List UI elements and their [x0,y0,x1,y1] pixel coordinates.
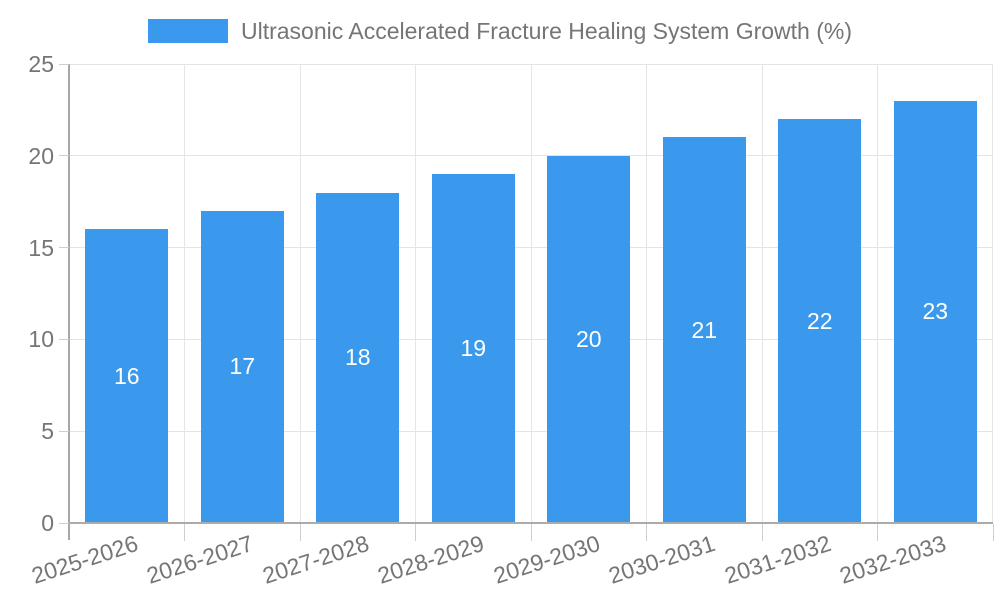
y-tick-mark [59,338,69,340]
x-tick-mark [415,524,416,541]
x-tick-label: 2026-2027 [143,530,257,589]
x-tick-mark [299,524,301,541]
legend-swatch[interactable] [148,19,228,43]
bar-value-label: 16 [113,362,140,389]
x-tick-mark [530,524,532,541]
v-gridline [761,64,763,523]
v-gridline [877,64,878,523]
y-tick-label: 25 [28,51,54,77]
plot-area: 16 17 18 19 20 21 22 23 [69,63,993,523]
x-tick-mark [646,524,647,541]
bar-value-label: 17 [229,353,256,380]
bar-value-label: 19 [460,335,487,362]
bar[interactable]: 19 [431,174,515,523]
y-tick-label: 0 [41,510,54,536]
y-tick-mark [59,63,69,65]
x-tick-label: 2028-2029 [374,530,488,589]
legend-label[interactable]: Ultrasonic Accelerated Fracture Healing … [241,17,852,44]
v-gridline [646,64,647,523]
x-tick-label: 2032-2033 [836,530,950,589]
y-tick-mark [59,155,69,157]
x-tick-label: 2029-2030 [490,530,603,589]
y-axis-line [68,64,70,540]
bar-value-label: 21 [691,316,718,343]
x-tick-mark [184,524,185,541]
x-tick-label: 2027-2028 [259,530,372,589]
bar[interactable]: 22 [778,119,862,523]
y-tick-mark [59,522,69,524]
chart-legend[interactable]: Ultrasonic Accelerated Fracture Healing … [0,17,1000,45]
bar-value-label: 23 [922,298,949,325]
x-tick-mark [992,524,994,541]
v-gridline [992,64,993,523]
x-tick-mark [761,524,763,541]
y-tick-label: 20 [28,142,54,169]
v-gridline [299,64,301,523]
y-tick-mark [59,247,69,249]
x-tick-mark [877,524,878,541]
v-gridline [415,64,416,523]
y-tick-mark [59,430,69,432]
v-gridline [530,64,532,523]
bar[interactable]: 17 [200,210,284,523]
bar[interactable]: 23 [893,100,977,523]
x-tick-label: 2025-2026 [28,530,141,589]
bar-value-label: 22 [806,307,833,334]
bar[interactable]: 18 [316,192,400,523]
x-tick-label: 2031-2032 [721,530,834,589]
bar[interactable]: 20 [547,155,631,523]
bar-value-label: 18 [344,344,371,371]
bar[interactable]: 16 [85,229,169,523]
y-tick-label: 15 [28,234,54,261]
x-tick-label: 2030-2031 [605,530,719,589]
y-tick-label: 5 [41,418,54,445]
y-tick-label: 10 [28,326,54,353]
x-axis-line [69,522,993,524]
bar-value-label: 20 [575,325,602,352]
bar[interactable]: 21 [662,137,746,523]
v-gridline [184,64,185,523]
